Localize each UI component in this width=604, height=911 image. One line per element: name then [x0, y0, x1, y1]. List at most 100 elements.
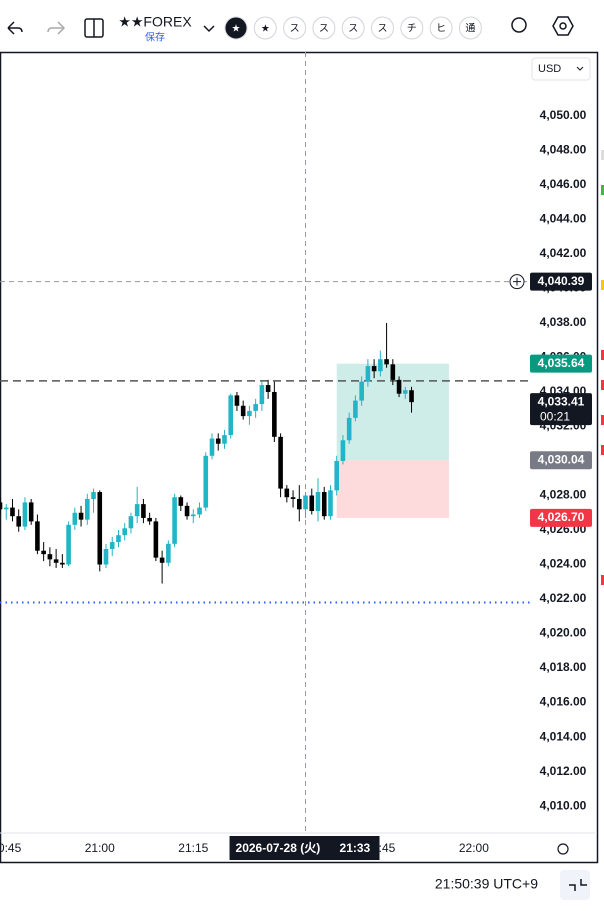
- position-loss-zone: [336, 460, 449, 518]
- candle: [190, 509, 196, 524]
- target-badge-label: 4,035.64: [538, 356, 585, 370]
- watchlist-button-label[interactable]: ヒ: [436, 23, 446, 35]
- y-tick-label: 4,024.00: [540, 557, 587, 571]
- candle: [109, 536, 115, 556]
- candle: [128, 512, 134, 534]
- watchlist-button[interactable]: [341, 16, 365, 40]
- candle: [272, 381, 277, 442]
- stop-badge: [530, 508, 592, 527]
- watchlist-button[interactable]: [283, 16, 307, 40]
- symbol-dropdown[interactable]: [203, 25, 215, 33]
- candle-body: [334, 460, 340, 491]
- watchlist-button-label[interactable]: ★: [261, 24, 270, 35]
- redo[interactable]: [47, 21, 66, 35]
- candle: [97, 490, 103, 572]
- candle: [116, 530, 121, 548]
- candle: [78, 505, 84, 527]
- y-tick-label: 4,042.00: [540, 246, 587, 260]
- candle: [35, 514, 40, 555]
- candle-body: [259, 385, 265, 405]
- candle: [122, 523, 128, 541]
- candle: [47, 547, 53, 567]
- candle: [197, 502, 202, 518]
- candle-body: [116, 535, 121, 543]
- candle: [378, 350, 383, 377]
- side-marker: [601, 350, 604, 360]
- symbol-name[interactable]: ★★FOREX: [118, 14, 192, 30]
- candle-body: [340, 440, 346, 461]
- watchlist-button-label[interactable]: 通: [465, 23, 475, 35]
- candle: [303, 492, 308, 518]
- candle-body: [91, 492, 96, 499]
- settings-button[interactable]: [552, 16, 574, 36]
- time-axis-settings[interactable]: [557, 843, 569, 855]
- save-label[interactable]: 保存: [145, 31, 165, 44]
- watchlist-button[interactable]: [312, 16, 336, 40]
- candle-body: [166, 543, 171, 563]
- candle: [0, 497, 3, 515]
- candle: [184, 502, 190, 520]
- y-tick-label: 4,016.00: [540, 695, 587, 709]
- undo[interactable]: [7, 21, 23, 35]
- candle: [228, 393, 234, 439]
- indicator-button[interactable]: [511, 17, 527, 33]
- watchlist-button-label[interactable]: ス: [319, 24, 329, 35]
- clock: 21:50:39 UTC+9: [435, 876, 538, 892]
- candle-body: [303, 495, 308, 510]
- candle: [28, 498, 34, 525]
- candle-body: [222, 435, 227, 444]
- candle-body: [278, 436, 283, 489]
- y-tick-label: 4,022.00: [540, 591, 587, 605]
- candle: [365, 359, 371, 387]
- candle-body: [35, 521, 40, 551]
- candle-body: [321, 492, 327, 517]
- candle: [240, 400, 246, 420]
- candle-body: [203, 455, 209, 508]
- x-tick-label: 21:15: [178, 841, 208, 855]
- candle: [234, 391, 240, 411]
- watchlist-button[interactable]: [429, 16, 453, 40]
- candle: [159, 550, 165, 584]
- watchlist-buttons: ★ ★ ス ス ス ス チ ヒ 通: [224, 16, 482, 40]
- chart-frame: [0, 51, 599, 864]
- candle: [103, 543, 109, 568]
- watchlist-button[interactable]: [400, 16, 424, 40]
- candle-body: [153, 521, 159, 558]
- y-tick-label: 4,038.00: [540, 315, 587, 329]
- x-tick-label: 20:45: [0, 841, 22, 855]
- candle-body: [265, 385, 271, 392]
- watchlist-button[interactable]: [253, 16, 277, 40]
- candle-body: [234, 395, 240, 406]
- candle: [247, 405, 252, 425]
- watchlist-button-label[interactable]: ★: [232, 24, 241, 35]
- candle-body: [141, 504, 146, 518]
- watchlist-button[interactable]: [371, 16, 394, 40]
- candle-body: [240, 405, 246, 417]
- watchlist-button-label[interactable]: チ: [407, 23, 417, 35]
- candle: [353, 395, 358, 422]
- candle: [22, 497, 28, 531]
- entry-badge-label: 4,030.04: [538, 452, 585, 466]
- candle-body: [103, 548, 109, 565]
- candle: [53, 548, 59, 568]
- candle-body: [390, 364, 396, 380]
- watchlist-button[interactable]: [224, 16, 248, 40]
- last-price-badge: [530, 393, 592, 426]
- candle: [91, 488, 96, 513]
- watchlist-button-label[interactable]: ス: [378, 24, 388, 35]
- candle-body: [371, 366, 377, 372]
- candle: [290, 490, 296, 508]
- watchlist-button[interactable]: [458, 16, 482, 40]
- crosshair-time-badge: [229, 836, 380, 860]
- side-marker: [601, 445, 604, 455]
- candle: [10, 498, 15, 522]
- watchlist-button-label[interactable]: ス: [348, 24, 358, 35]
- y-tick-label: 4,028.00: [540, 488, 587, 502]
- watchlist-button-label[interactable]: ス: [290, 24, 300, 35]
- currency-label[interactable]: USD: [538, 63, 561, 75]
- currency-box[interactable]: [531, 57, 591, 81]
- candle-body: [309, 495, 315, 512]
- candle: [147, 512, 152, 525]
